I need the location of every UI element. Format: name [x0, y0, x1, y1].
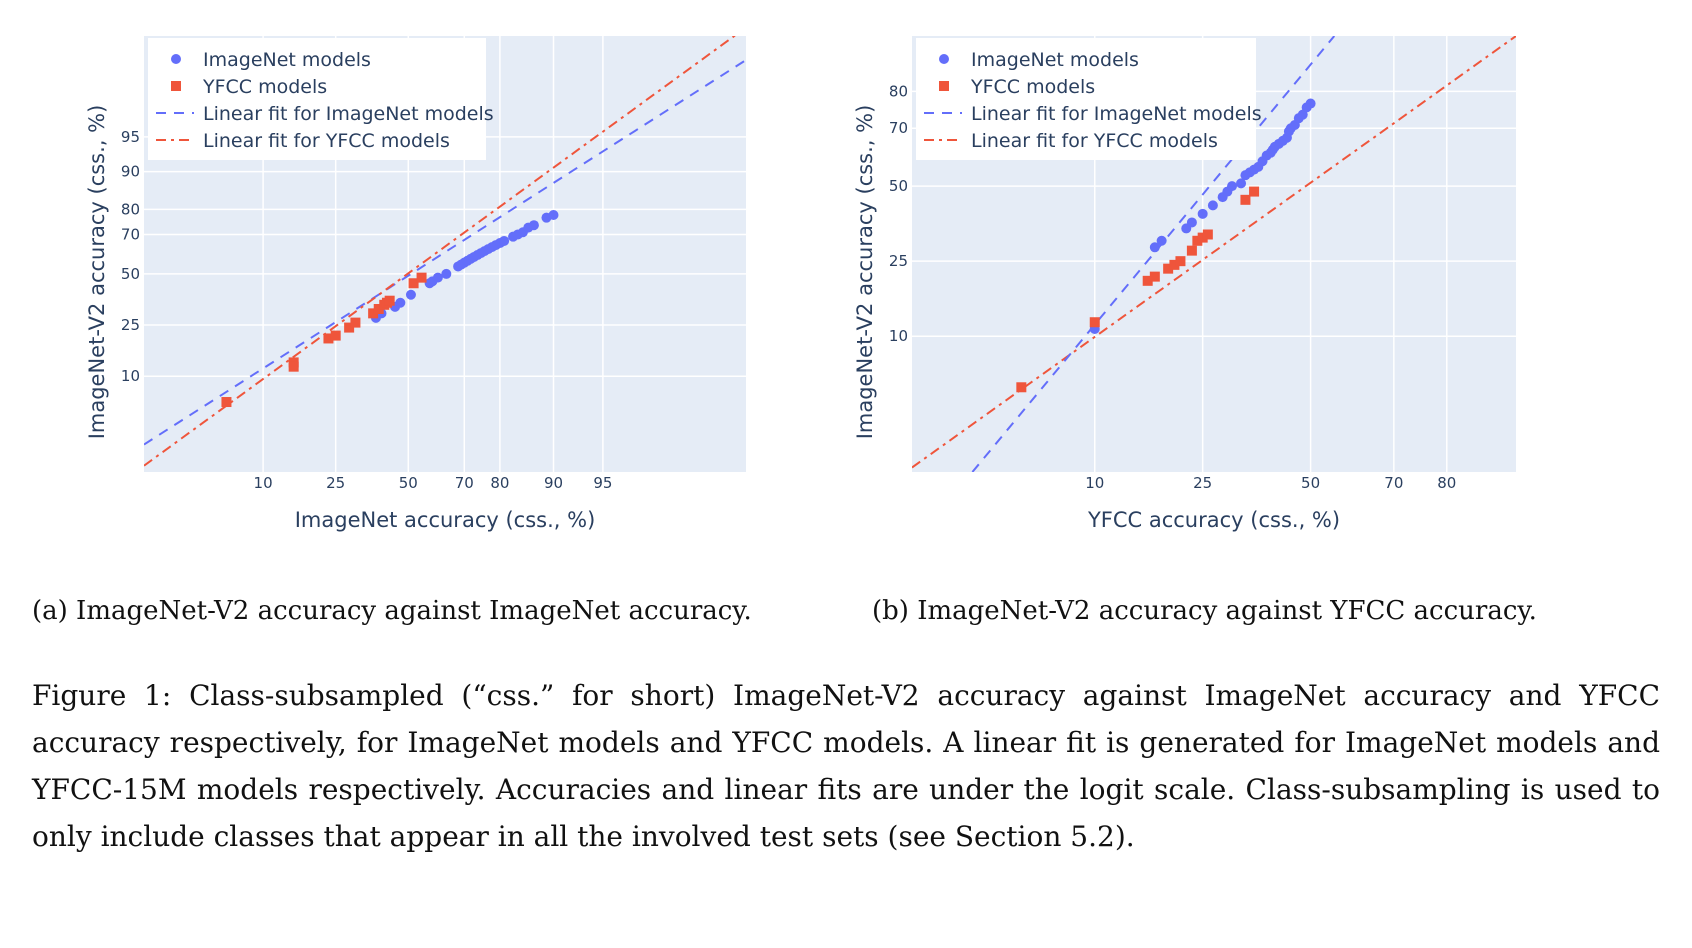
x-tick-label: 10: [1085, 474, 1104, 492]
yfcc-model-point: [1163, 263, 1174, 274]
yfcc-model-point: [344, 322, 355, 333]
data-layer: [912, 36, 1516, 472]
yfcc-model-point: [221, 397, 232, 408]
y-tick-label: 25: [121, 316, 140, 334]
imagenet-model-point: [1197, 208, 1208, 219]
fit-line-linear-fit-for-imagenet-models: [144, 59, 746, 446]
yfcc-model-point: [384, 295, 395, 306]
yfcc-model-point: [1089, 317, 1100, 328]
legend-label: Linear fit for ImageNet models: [203, 103, 494, 125]
yfcc-model-point: [1186, 245, 1197, 256]
legend-square-icon: [171, 81, 181, 91]
yfcc-model-point: [1240, 194, 1251, 205]
legend-label: ImageNet models: [203, 49, 371, 71]
legend-label: ImageNet models: [971, 49, 1139, 71]
yfcc-model-point: [1169, 259, 1180, 270]
legend: ImageNet models YFCC models Linear fit for…: [148, 38, 494, 160]
figure-caption: Figure 1: Class-subsampled (“css.” for s…: [32, 679, 1660, 853]
y-tick-label: 50: [889, 177, 908, 195]
yfcc-model-point: [1016, 382, 1027, 393]
legend-square-icon: [939, 81, 949, 91]
y-tick-label: 70: [889, 119, 908, 137]
yfcc-model-point: [1175, 256, 1186, 267]
legend-label: YFCC models: [970, 76, 1095, 98]
x-tick-label: 50: [399, 474, 418, 492]
x-axis-title: ImageNet accuracy (css., %): [295, 508, 596, 532]
legend-label: YFCC models: [202, 76, 327, 98]
yfcc-model-point: [1149, 271, 1160, 282]
yfcc-model-point: [1202, 229, 1213, 240]
chart-a: 10 25 50 70 80 90 95 10 25 50 70 80 90 95 ImageNet mod…: [85, 36, 746, 532]
legend: ImageNet models YFCC models Linear fit for…: [916, 38, 1262, 160]
x-axis-title: YFCC accuracy (css., %): [1087, 508, 1340, 532]
yfcc-model-point: [1249, 186, 1260, 197]
legend-label: Linear fit for YFCC models: [203, 130, 450, 152]
imagenet-model-point: [528, 220, 539, 231]
legend-box: [148, 38, 486, 160]
x-tick-label: 10: [254, 474, 273, 492]
yfcc-model-point: [1142, 275, 1153, 286]
legend-label: Linear fit for ImageNet models: [971, 103, 1262, 125]
yfcc-model-point: [323, 333, 334, 344]
y-tick-label: 90: [121, 163, 140, 181]
imagenet-model-point: [548, 209, 559, 220]
imagenet-model-point: [1186, 217, 1197, 228]
fit-line-linear-fit-for-imagenet-models: [971, 36, 1336, 472]
x-tick-label: 80: [490, 474, 509, 492]
imagenet-model-point: [1305, 98, 1316, 109]
fit-line-linear-fit-for-yfcc-models: [912, 36, 1516, 469]
imagenet-model-point: [405, 289, 416, 300]
imagenet-model-point: [432, 272, 443, 283]
imagenet-model-point: [1297, 109, 1308, 120]
subfigure-caption-b: (b) ImageNet-V2 accuracy against YFCC ac…: [872, 596, 1537, 626]
imagenet-model-point: [1226, 181, 1237, 192]
yfcc-model-point: [1197, 232, 1208, 243]
data-layer: [144, 36, 746, 467]
y-tick-label: 50: [121, 265, 140, 283]
y-tick-label: 80: [121, 200, 140, 218]
legend-label: Linear fit for YFCC models: [971, 130, 1218, 152]
yfcc-model-point: [373, 304, 384, 315]
y-tick-label: 10: [889, 327, 908, 345]
imagenet-model-point: [499, 235, 510, 246]
y-axis-title: ImageNet-V2 accuracy (css., %): [853, 105, 877, 440]
x-tick-label: 50: [1301, 474, 1320, 492]
legend-circle-icon: [939, 54, 949, 64]
chart-b: 10 25 50 70 80 10 25 50 70 80 ImageNet models YFCC …: [853, 36, 1516, 532]
y-axis-title: ImageNet-V2 accuracy (css., %): [85, 105, 109, 440]
yfcc-model-point: [350, 317, 361, 328]
yfcc-model-point: [368, 308, 379, 319]
yfcc-model-point: [288, 361, 299, 372]
yfcc-model-point: [1192, 235, 1203, 246]
imagenet-model-point: [1207, 200, 1218, 211]
x-tick-label: 80: [1437, 474, 1456, 492]
yfcc-model-point: [408, 278, 419, 289]
fit-line-linear-fit-for-yfcc-models: [144, 36, 737, 467]
x-tick-label: 25: [1193, 474, 1212, 492]
x-tick-label: 70: [455, 474, 474, 492]
legend-box: [916, 38, 1256, 160]
subfigure-caption-a: (a) ImageNet-V2 accuracy against ImageNe…: [32, 596, 752, 626]
y-tick-label: 10: [121, 367, 140, 385]
imagenet-model-point: [441, 268, 452, 279]
x-tick-label: 70: [1384, 474, 1403, 492]
yfcc-model-point: [416, 272, 427, 283]
y-tick-label: 70: [121, 225, 140, 243]
yfcc-model-point: [330, 330, 341, 341]
legend-circle-icon: [171, 54, 181, 64]
x-tick-label: 25: [326, 474, 345, 492]
imagenet-model-point: [1156, 235, 1167, 246]
y-tick-label: 95: [121, 128, 140, 146]
x-tick-label: 90: [544, 474, 563, 492]
y-tick-label: 25: [889, 252, 908, 270]
imagenet-model-point: [395, 297, 406, 308]
y-tick-label: 80: [889, 82, 908, 100]
imagenet-model-point: [1236, 178, 1247, 189]
x-tick-label: 95: [593, 474, 612, 492]
imagenet-model-point: [1149, 242, 1160, 253]
